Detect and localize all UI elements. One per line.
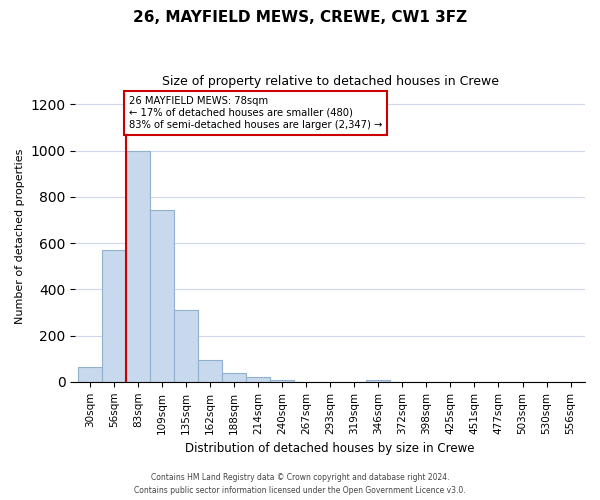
Bar	[222, 372, 246, 382]
Bar	[247, 377, 270, 382]
X-axis label: Distribution of detached houses by size in Crewe: Distribution of detached houses by size …	[185, 442, 475, 455]
Y-axis label: Number of detached properties: Number of detached properties	[15, 148, 25, 324]
Bar	[150, 210, 174, 382]
Text: 26 MAYFIELD MEWS: 78sqm
← 17% of detached houses are smaller (480)
83% of semi-d: 26 MAYFIELD MEWS: 78sqm ← 17% of detache…	[128, 96, 382, 130]
Bar	[102, 250, 125, 382]
Text: Contains HM Land Registry data © Crown copyright and database right 2024.
Contai: Contains HM Land Registry data © Crown c…	[134, 474, 466, 495]
Bar	[271, 380, 294, 382]
Bar	[174, 310, 198, 382]
Bar	[78, 367, 101, 382]
Text: 26, MAYFIELD MEWS, CREWE, CW1 3FZ: 26, MAYFIELD MEWS, CREWE, CW1 3FZ	[133, 10, 467, 25]
Bar	[126, 150, 149, 382]
Bar	[198, 360, 222, 382]
Title: Size of property relative to detached houses in Crewe: Size of property relative to detached ho…	[162, 75, 499, 88]
Bar	[367, 380, 390, 382]
